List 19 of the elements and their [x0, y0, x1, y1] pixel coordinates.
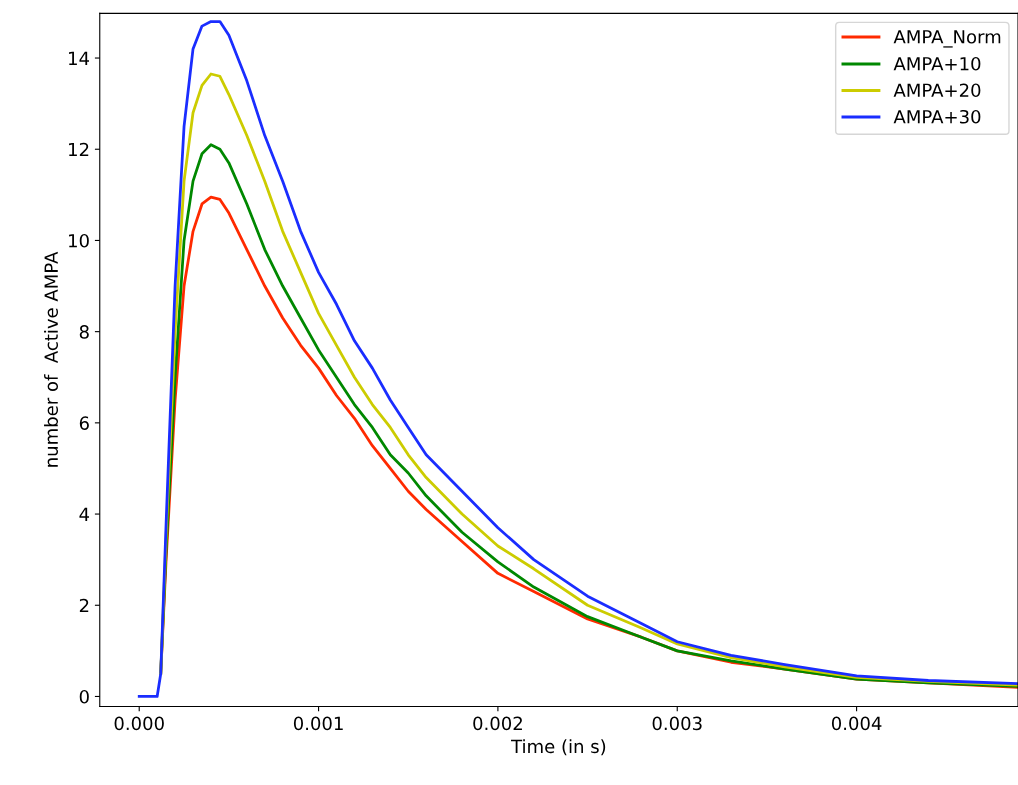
y-axis-title: number of Active AMPA — [44, 251, 59, 467]
y-tick-label: 4 — [79, 507, 90, 521]
legend-label: AMPA+10 — [893, 56, 981, 71]
y-tick-label: 2 — [79, 598, 89, 613]
x-axis-title: Time (in s) — [511, 739, 606, 756]
legend-label: AMPA+30 — [893, 109, 981, 124]
y-tick-label: 12 — [69, 142, 89, 157]
y-tick-label: 0 — [79, 689, 89, 704]
y-tick-label: 8 — [79, 325, 89, 339]
y-tick-label: 10 — [69, 233, 89, 248]
x-tick-label: 0.001 — [293, 716, 343, 731]
legend-label: AMPA_Norm — [893, 30, 1001, 48]
x-tick-label: 0.004 — [831, 716, 882, 731]
x-tick-label: 0.003 — [652, 716, 702, 731]
y-tick-label: 14 — [69, 51, 90, 65]
x-tick-label: 0.000 — [114, 716, 164, 731]
x-tick-label: 0.002 — [473, 716, 522, 731]
legend-label: AMPA+20 — [893, 83, 981, 98]
y-tick-label: 6 — [79, 416, 89, 430]
